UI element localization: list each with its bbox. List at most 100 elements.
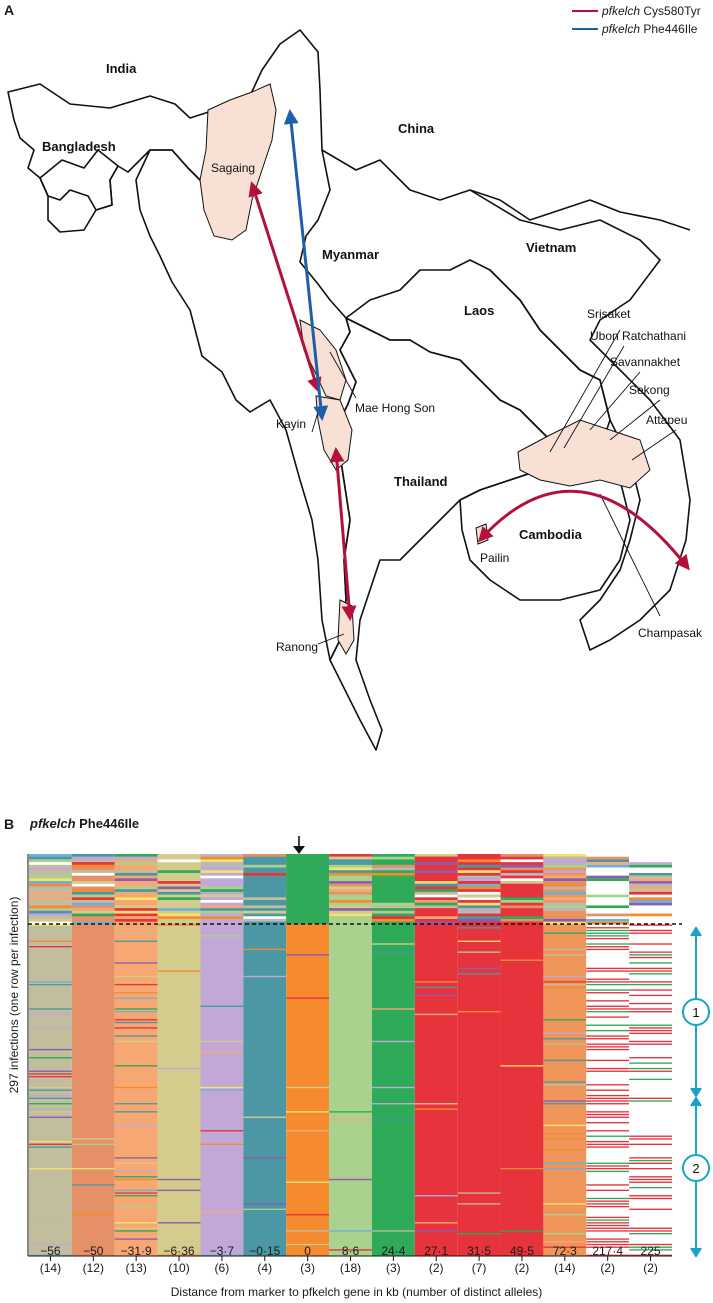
heatmap-row-stripe	[114, 1086, 158, 1089]
heatmap-row-stripe	[543, 859, 587, 863]
heatmap-row-stripe	[629, 878, 672, 882]
heatmap-row-stripe	[243, 948, 287, 951]
heatmap-row-stripe	[114, 918, 158, 922]
heatmap-row-stripe	[114, 997, 158, 999]
x-tick-distance: 217·4	[592, 1244, 624, 1258]
heatmap-row-stripe	[114, 1103, 158, 1105]
heatmap-row-stripe	[114, 940, 158, 942]
heatmap-row-stripe	[457, 1011, 501, 1013]
heatmap-row-stripe	[29, 905, 72, 909]
heatmap-row-stripe	[457, 878, 501, 882]
heatmap-row-stripe	[157, 897, 201, 901]
heatmap-row-stripe	[629, 891, 672, 895]
heatmap-row-stripe	[629, 886, 672, 890]
heatmap-row-stripe	[586, 946, 630, 948]
label-savannakhet: Savannakhet	[610, 355, 681, 369]
heatmap-row-stripe	[371, 891, 415, 895]
heatmap-row-stripe	[457, 973, 501, 975]
heatmap-row-stripe	[586, 1254, 630, 1256]
heatmap-row-stripe	[114, 1227, 158, 1229]
x-tick-label: −50 (12)	[69, 1243, 117, 1277]
x-tick-alleles: (2)	[514, 1261, 530, 1275]
heatmap-column	[29, 854, 72, 1256]
heatmap-row-stripe	[329, 916, 372, 919]
heatmap-row-stripe	[114, 1040, 158, 1043]
heatmap-row-stripe	[114, 1035, 158, 1037]
heatmap-row-stripe	[414, 889, 458, 892]
heatmap-row-stripe	[200, 1130, 244, 1132]
heatmap-row-stripe	[586, 948, 630, 951]
heatmap-row-stripe	[543, 886, 587, 890]
heatmap-row-stripe	[586, 1216, 630, 1219]
heatmap-row-stripe	[457, 881, 501, 884]
heatmap-row-stripe	[586, 918, 630, 922]
heatmap-row-stripe	[29, 1168, 72, 1170]
x-tick-label: 225 (2)	[627, 1243, 675, 1277]
heatmap-row-stripe	[414, 1013, 458, 1016]
heatmap-row-stripe	[286, 954, 330, 956]
heatmap-row-stripe	[629, 1032, 672, 1035]
heatmap-row-stripe	[586, 1094, 630, 1097]
heatmap-row-stripe	[629, 951, 672, 953]
heatmap-row-stripe	[543, 1032, 587, 1035]
heatmap-row-stripe	[629, 994, 672, 997]
heatmap-row-stripe	[200, 875, 244, 879]
heatmap-row-stripe	[586, 1162, 630, 1164]
heatmap-row-stripe	[29, 1146, 72, 1148]
heatmap-row-stripe	[114, 872, 158, 876]
heatmap-row-stripe	[586, 1197, 630, 1200]
label-srisaket: Srisaket	[587, 307, 631, 321]
panel-b-label: B	[4, 816, 15, 832]
label-vietnam: Vietnam	[526, 240, 576, 255]
legend-gene: pfkelch	[602, 22, 641, 36]
heatmap-row-stripe	[586, 878, 630, 882]
heatmap-row-stripe	[629, 1067, 672, 1070]
heatmap-row-stripe	[457, 859, 501, 863]
heatmap-row-stripe	[371, 905, 415, 909]
heatmap-row-stripe	[543, 856, 587, 860]
heatmap-row-stripe	[114, 1176, 158, 1178]
heatmap-row-stripe	[71, 897, 115, 901]
map: India Bangladesh China Myanmar Vietnam L…	[7, 29, 703, 751]
heatmap-row-stripe	[29, 878, 72, 882]
x-tick-alleles: (2)	[643, 1261, 658, 1275]
heatmap-column-fill	[243, 854, 287, 1256]
heatmap-column	[71, 854, 115, 1256]
heatmap-row-stripe	[200, 1086, 244, 1089]
x-tick-distance: −3·7	[209, 1244, 235, 1258]
heatmap-row-stripe	[629, 1027, 672, 1029]
heatmap-top-block	[286, 854, 330, 924]
heatmap-row-stripe	[29, 921, 72, 925]
x-tick-alleles: (12)	[82, 1261, 104, 1275]
heatmap-row-stripe	[629, 1138, 672, 1140]
heatmap-row-stripe	[157, 859, 201, 863]
heatmap-row-stripe	[243, 872, 287, 876]
heatmap-row-stripe	[200, 905, 244, 909]
heatmap-row-stripe	[329, 1111, 372, 1113]
heatmap-row-stripe	[500, 921, 544, 925]
heatmap-row-stripe	[114, 908, 158, 911]
legend-swatch-phe446ile	[572, 28, 598, 30]
heatmap-row-stripe	[371, 1230, 415, 1232]
heatmap-row-stripe	[29, 1048, 72, 1051]
heatmap-row-stripe	[114, 886, 158, 890]
heatmap-row-stripe	[200, 935, 244, 937]
heatmap-row-stripe	[329, 910, 372, 914]
heatmap-row-stripe	[586, 1005, 630, 1007]
heatmap-row-stripe	[543, 918, 587, 922]
heatmap-row-stripe	[543, 905, 587, 909]
x-tick-alleles: (3)	[386, 1261, 401, 1275]
heatmap-row-stripe	[543, 897, 587, 901]
heatmap-row-stripe	[114, 962, 158, 964]
heatmap-row-stripe	[629, 943, 672, 945]
heatmap-row-stripe	[29, 1140, 72, 1143]
heatmap-row-stripe	[543, 1019, 587, 1021]
heatmap-row-stripe	[286, 997, 330, 999]
heatmap-row-stripe	[586, 1146, 630, 1148]
heatmap-column	[629, 854, 672, 1256]
region-east-provinces	[517, 419, 651, 489]
map-legend: pfkelch Cys580Tyr pfkelch Phe446Ile	[572, 2, 701, 38]
heatmap-row-stripe	[457, 875, 501, 879]
heatmap-row-stripe	[629, 1002, 672, 1005]
heatmap-row-stripe	[29, 875, 72, 879]
